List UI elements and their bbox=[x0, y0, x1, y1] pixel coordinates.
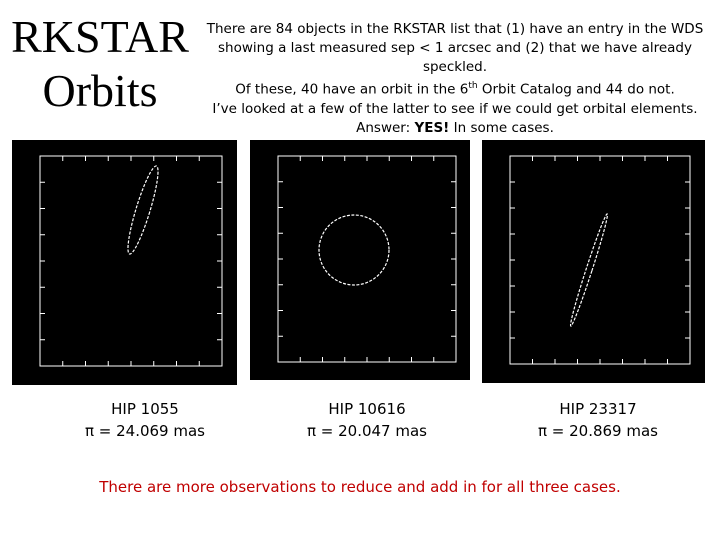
orbit bbox=[318, 214, 390, 286]
text: Of these, 40 have an orbit in the 6 bbox=[235, 81, 469, 98]
star-name: HIP 10616 bbox=[328, 400, 406, 418]
orbit-plot bbox=[12, 140, 237, 385]
caption: HIP 1055 π = 24.069 mas bbox=[35, 398, 255, 442]
plot-frame bbox=[509, 155, 691, 365]
orbit-plot bbox=[482, 140, 705, 383]
caption: HIP 10616 π = 20.047 mas bbox=[257, 398, 477, 442]
orbit-plot bbox=[250, 140, 470, 380]
ticks bbox=[278, 156, 456, 362]
parallax: π = 20.869 mas bbox=[537, 422, 658, 440]
superscript: th bbox=[468, 81, 478, 91]
intro-line: showing a last measured sep < 1 arcsec a… bbox=[218, 40, 692, 75]
ticks bbox=[510, 156, 690, 364]
text: In some cases. bbox=[449, 119, 554, 136]
caption: HIP 23317 π = 20.869 mas bbox=[488, 398, 708, 442]
star-name: HIP 23317 bbox=[559, 400, 637, 418]
orbit bbox=[569, 213, 609, 327]
intro-line: Answer: YES! In some cases. bbox=[195, 119, 715, 138]
intro-line: Of these, 40 have an orbit in the 6th Or… bbox=[195, 77, 715, 100]
text: Orbit Catalog and 44 do not. bbox=[477, 81, 675, 98]
parallax: π = 20.047 mas bbox=[306, 422, 427, 440]
parallax: π = 24.069 mas bbox=[84, 422, 205, 440]
plot-frame bbox=[39, 155, 223, 367]
intro-line: There are 84 objects in the RKSTAR list … bbox=[206, 21, 704, 37]
title: RKSTAR Orbits bbox=[0, 10, 200, 118]
ticks bbox=[40, 156, 222, 366]
emphasis: YES! bbox=[414, 119, 450, 136]
title-line: Orbits bbox=[42, 65, 158, 116]
footer: There are more observations to reduce an… bbox=[99, 478, 621, 496]
text: Answer: bbox=[356, 119, 415, 136]
orbit bbox=[127, 165, 159, 255]
intro-line: I’ve looked at a few of the latter to se… bbox=[212, 100, 698, 117]
star-name: HIP 1055 bbox=[111, 400, 179, 418]
intro: There are 84 objects in the RKSTAR list … bbox=[195, 20, 715, 138]
plot-frame bbox=[277, 155, 457, 363]
title-line: RKSTAR bbox=[11, 11, 189, 62]
